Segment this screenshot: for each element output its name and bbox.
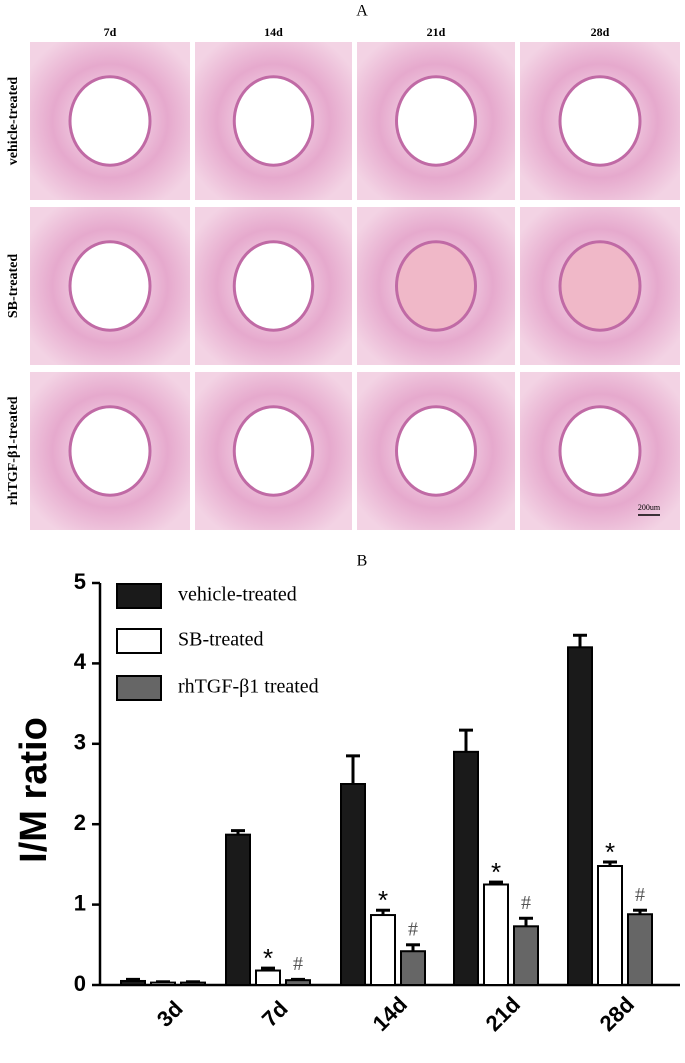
y-tick-label: 1 — [74, 890, 86, 915]
legend-label: SB-treated — [178, 629, 264, 651]
x-tick-label: 21d — [481, 992, 525, 1036]
x-tick-label: 7d — [257, 996, 293, 1032]
scale-bar-label: 200um — [638, 503, 661, 512]
bar — [597, 865, 623, 986]
bar — [340, 783, 366, 986]
vessel-lumen — [395, 240, 477, 332]
column-label: 21d — [427, 25, 446, 39]
significance-marker: # — [521, 892, 531, 914]
bar — [483, 883, 509, 986]
y-tick-label: 3 — [74, 730, 86, 755]
column-label: 14d — [264, 25, 283, 39]
row-label: vehicle-treated — [6, 77, 21, 166]
significance-marker: * — [378, 885, 388, 915]
y-tick-label: 2 — [74, 810, 86, 835]
significance-marker: * — [491, 857, 501, 887]
vessel-lumen — [68, 405, 152, 497]
legend-swatch — [116, 628, 162, 654]
x-tick-label: 3d — [152, 996, 188, 1032]
vessel-lumen — [68, 75, 152, 167]
row-label: SB-treated — [6, 254, 21, 318]
x-tick-label: 14d — [368, 992, 412, 1036]
vessel-lumen — [395, 75, 477, 167]
vessel-lumen — [558, 75, 642, 167]
bar — [453, 750, 479, 987]
panel-label: B — [357, 553, 368, 570]
legend-swatch — [116, 675, 162, 701]
micrograph-grid: 7d 14d 21d 28d vehicle-treated SB-treated rhTG… — [6, 25, 680, 530]
bar — [400, 950, 426, 986]
bar — [627, 913, 653, 986]
vessel-lumen — [558, 240, 642, 332]
panel-label: A — [356, 3, 368, 20]
legend-swatch — [116, 583, 162, 609]
row-label: rhTGF-β1-treated — [6, 396, 21, 505]
vessel-lumen — [395, 405, 477, 497]
legend-label: rhTGF-β1 treated — [178, 676, 319, 698]
vessel-lumen — [68, 240, 152, 332]
x-tick-label: 28d — [595, 992, 639, 1036]
significance-marker: # — [408, 918, 418, 940]
legend-label: vehicle-treated — [178, 584, 297, 606]
vessel-lumen — [558, 405, 642, 497]
bar — [225, 833, 251, 986]
bar — [370, 914, 396, 986]
y-tick-label: 0 — [74, 971, 86, 996]
bar-chart: 0 1 2 3 4 5 I/M ratio * * * * # # # #3d 7d 14d 21d 28d vehi… — [13, 569, 680, 1036]
significance-marker: * — [263, 943, 273, 973]
y-tick-label: 4 — [74, 649, 87, 674]
column-label: 28d — [591, 25, 610, 39]
significance-marker: # — [293, 953, 303, 975]
bar — [120, 979, 146, 986]
significance-marker: * — [605, 837, 615, 867]
bar — [513, 925, 539, 986]
y-tick-label: 5 — [74, 569, 86, 594]
vessel-lumen — [232, 75, 315, 167]
vessel-lumen — [232, 405, 315, 497]
bar — [285, 979, 311, 987]
column-label: 7d — [104, 25, 117, 39]
bar — [567, 646, 593, 986]
significance-marker: # — [635, 884, 645, 906]
y-axis-title: I/M ratio — [13, 717, 55, 863]
vessel-lumen — [232, 240, 315, 332]
